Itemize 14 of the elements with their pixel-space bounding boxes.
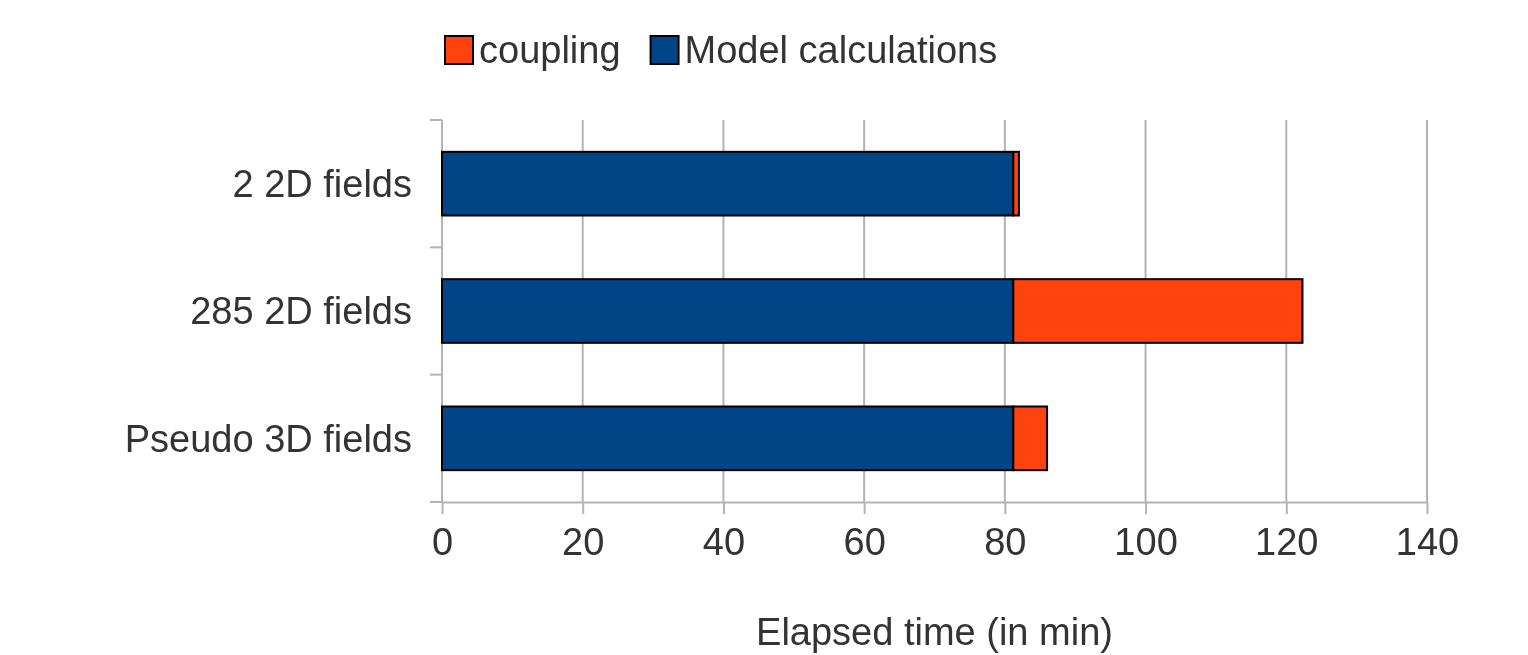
x-tick-label: 20 — [562, 521, 605, 563]
x-tick-label: 140 — [1395, 521, 1460, 563]
y-tick-label: 285 2D fields — [190, 290, 412, 333]
x-tick-label: 60 — [843, 521, 886, 563]
x-tick-label: 120 — [1255, 521, 1319, 563]
x-tick-label: 80 — [984, 521, 1027, 563]
y-tick-label: Pseudo 3D fields — [124, 417, 412, 460]
x-tick-label: 0 — [431, 521, 454, 563]
x-axis-title: Elapsed time (in min) — [756, 611, 1113, 653]
x-tick-label: 40 — [702, 521, 746, 563]
legend-label: coupling — [479, 29, 621, 72]
legend-label: Model calculations — [684, 29, 998, 72]
y-tick-label: 2 2D fields — [232, 162, 412, 205]
x-tick-label: 100 — [1114, 521, 1178, 563]
